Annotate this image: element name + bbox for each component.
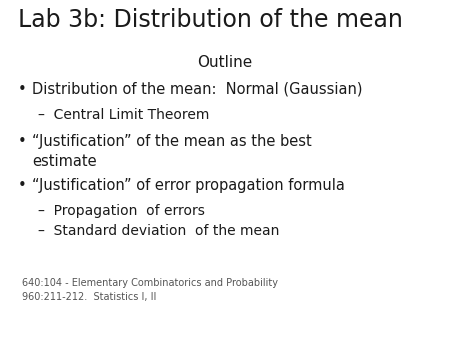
- Text: Outline: Outline: [198, 55, 252, 70]
- Text: “Justification” of error propagation formula: “Justification” of error propagation for…: [32, 178, 345, 193]
- Text: •: •: [18, 82, 27, 97]
- Text: “Justification” of the mean as the best: “Justification” of the mean as the best: [32, 134, 312, 149]
- Text: estimate: estimate: [32, 154, 97, 169]
- Text: –  Central Limit Theorem: – Central Limit Theorem: [38, 108, 209, 122]
- Text: –  Standard deviation  of the mean: – Standard deviation of the mean: [38, 224, 279, 238]
- Text: 640:104 - Elementary Combinatorics and Probability: 640:104 - Elementary Combinatorics and P…: [22, 278, 278, 288]
- Text: Lab 3b: Distribution of the mean: Lab 3b: Distribution of the mean: [18, 8, 403, 32]
- Text: •: •: [18, 134, 27, 149]
- Text: •: •: [18, 178, 27, 193]
- Text: 960:211-212.  Statistics I, II: 960:211-212. Statistics I, II: [22, 292, 157, 302]
- Text: –  Propagation  of errors: – Propagation of errors: [38, 204, 205, 218]
- Text: Distribution of the mean:  Normal (Gaussian): Distribution of the mean: Normal (Gaussi…: [32, 82, 363, 97]
